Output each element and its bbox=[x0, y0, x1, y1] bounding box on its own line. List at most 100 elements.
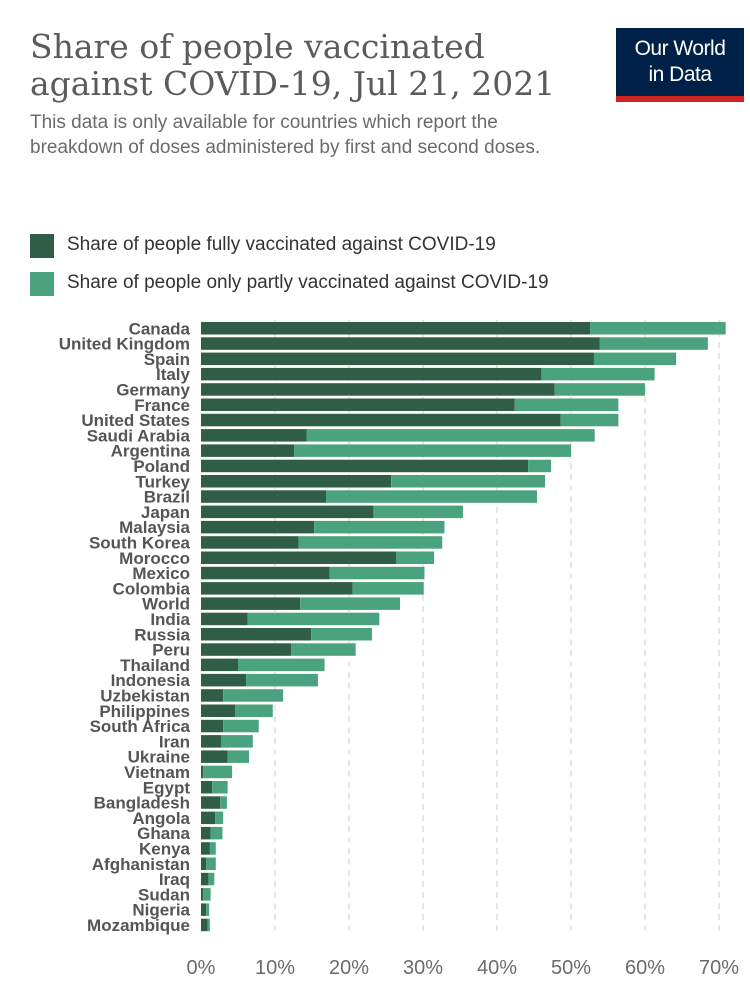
bar-partly-vaccinated[interactable] bbox=[246, 673, 318, 687]
bar-partly-vaccinated[interactable] bbox=[238, 658, 325, 672]
bar-fully-vaccinated[interactable] bbox=[201, 429, 307, 442]
bar-fully-vaccinated[interactable] bbox=[201, 689, 224, 702]
bar-partly-vaccinated[interactable] bbox=[528, 459, 552, 473]
bar-partly-vaccinated[interactable] bbox=[209, 842, 216, 855]
bar-fully-vaccinated[interactable] bbox=[201, 658, 238, 672]
bar-partly-vaccinated[interactable] bbox=[599, 337, 708, 350]
bar-fully-vaccinated[interactable] bbox=[201, 826, 211, 840]
bar-partly-vaccinated[interactable] bbox=[208, 872, 215, 886]
bar-fully-vaccinated[interactable] bbox=[201, 781, 213, 794]
bar-partly-vaccinated[interactable] bbox=[294, 444, 571, 457]
bar-fully-vaccinated[interactable] bbox=[201, 352, 594, 366]
bar-partly-vaccinated[interactable] bbox=[220, 796, 227, 809]
bar-fully-vaccinated[interactable] bbox=[201, 551, 397, 565]
bar-fully-vaccinated[interactable] bbox=[201, 796, 221, 809]
bar-fully-vaccinated[interactable] bbox=[201, 719, 224, 733]
bar-fully-vaccinated[interactable] bbox=[201, 398, 515, 412]
bar-fully-vaccinated[interactable] bbox=[201, 459, 529, 473]
category-label: Germany bbox=[116, 380, 190, 399]
our-world-in-data-logo[interactable]: Our World in Data bbox=[616, 28, 744, 102]
bar-partly-vaccinated[interactable] bbox=[203, 765, 233, 779]
category-label: United States bbox=[81, 411, 190, 430]
bar-partly-vaccinated[interactable] bbox=[207, 918, 210, 932]
bar-partly-vaccinated[interactable] bbox=[223, 689, 284, 702]
bar-fully-vaccinated[interactable] bbox=[201, 811, 216, 825]
category-label: South Korea bbox=[89, 533, 191, 552]
bar-partly-vaccinated[interactable] bbox=[311, 628, 372, 641]
category-label: Bangladesh bbox=[94, 794, 190, 813]
bar-partly-vaccinated[interactable] bbox=[541, 367, 655, 381]
bar-fully-vaccinated[interactable] bbox=[201, 612, 248, 626]
category-label: Morocco bbox=[119, 549, 190, 568]
bar-partly-vaccinated[interactable] bbox=[373, 505, 463, 519]
bar-partly-vaccinated[interactable] bbox=[210, 826, 223, 840]
bar-partly-vaccinated[interactable] bbox=[298, 536, 443, 549]
legend-swatch-fully bbox=[30, 234, 54, 258]
bar-partly-vaccinated[interactable] bbox=[212, 781, 228, 794]
bar-partly-vaccinated[interactable] bbox=[223, 719, 259, 733]
bar-fully-vaccinated[interactable] bbox=[201, 475, 392, 488]
category-label: South Africa bbox=[90, 717, 191, 736]
category-label: Russia bbox=[134, 625, 190, 644]
bar-partly-vaccinated[interactable] bbox=[206, 903, 210, 916]
bar-partly-vaccinated[interactable] bbox=[306, 429, 595, 442]
bar-partly-vaccinated[interactable] bbox=[247, 612, 380, 626]
bar-fully-vaccinated[interactable] bbox=[201, 582, 353, 595]
category-label: Japan bbox=[141, 503, 190, 522]
bar-partly-vaccinated[interactable] bbox=[227, 750, 250, 763]
category-label: Indonesia bbox=[111, 671, 191, 690]
bar-fully-vaccinated[interactable] bbox=[201, 597, 301, 610]
category-label: Brazil bbox=[144, 488, 190, 507]
bar-fully-vaccinated[interactable] bbox=[201, 383, 555, 396]
bar-fully-vaccinated[interactable] bbox=[201, 765, 204, 779]
bar-fully-vaccinated[interactable] bbox=[201, 918, 208, 932]
category-label: India bbox=[150, 610, 190, 629]
bar-partly-vaccinated[interactable] bbox=[314, 520, 445, 534]
bar-partly-vaccinated[interactable] bbox=[291, 643, 356, 656]
bar-fully-vaccinated[interactable] bbox=[201, 704, 236, 718]
bar-partly-vaccinated[interactable] bbox=[215, 811, 224, 825]
bar-fully-vaccinated[interactable] bbox=[201, 505, 374, 519]
bar-partly-vaccinated[interactable] bbox=[220, 735, 253, 748]
bar-fully-vaccinated[interactable] bbox=[201, 842, 210, 855]
bar-partly-vaccinated[interactable] bbox=[203, 888, 211, 901]
bar-partly-vaccinated[interactable] bbox=[235, 704, 273, 718]
category-label: Kenya bbox=[139, 839, 191, 858]
bar-fully-vaccinated[interactable] bbox=[201, 750, 228, 763]
bar-fully-vaccinated[interactable] bbox=[201, 872, 209, 886]
bar-fully-vaccinated[interactable] bbox=[201, 520, 315, 534]
bar-fully-vaccinated[interactable] bbox=[201, 888, 204, 901]
bar-fully-vaccinated[interactable] bbox=[201, 322, 591, 335]
chart-subtitle: This data is only available for countrie… bbox=[30, 112, 541, 158]
bar-fully-vaccinated[interactable] bbox=[201, 643, 292, 656]
bar-partly-vaccinated[interactable] bbox=[396, 551, 435, 565]
bar-partly-vaccinated[interactable] bbox=[391, 475, 546, 488]
bar-partly-vaccinated[interactable] bbox=[593, 352, 677, 366]
bar-fully-vaccinated[interactable] bbox=[201, 367, 542, 381]
category-label: Malaysia bbox=[119, 518, 190, 537]
bar-fully-vaccinated[interactable] bbox=[201, 735, 221, 748]
bar-fully-vaccinated[interactable] bbox=[201, 490, 327, 503]
bar-fully-vaccinated[interactable] bbox=[201, 413, 561, 427]
bar-partly-vaccinated[interactable] bbox=[514, 398, 619, 412]
bar-partly-vaccinated[interactable] bbox=[300, 597, 401, 610]
bar-partly-vaccinated[interactable] bbox=[206, 857, 216, 871]
bar-partly-vaccinated[interactable] bbox=[329, 566, 425, 580]
bar-partly-vaccinated[interactable] bbox=[352, 582, 424, 595]
category-label: Peru bbox=[152, 641, 190, 660]
bar-fully-vaccinated[interactable] bbox=[201, 444, 295, 457]
bar-fully-vaccinated[interactable] bbox=[201, 337, 600, 350]
legend-swatch-partly bbox=[30, 272, 54, 296]
legend-label-partly: Share of people only partly vaccinated a… bbox=[67, 272, 549, 293]
bar-fully-vaccinated[interactable] bbox=[201, 536, 299, 549]
bar-fully-vaccinated[interactable] bbox=[201, 628, 312, 641]
bar-fully-vaccinated[interactable] bbox=[201, 857, 207, 871]
bar-fully-vaccinated[interactable] bbox=[201, 673, 247, 687]
bar-partly-vaccinated[interactable] bbox=[560, 413, 619, 427]
bar-partly-vaccinated[interactable] bbox=[590, 322, 726, 335]
bar-fully-vaccinated[interactable] bbox=[201, 566, 330, 580]
bar-partly-vaccinated[interactable] bbox=[554, 383, 645, 396]
category-label: Thailand bbox=[120, 656, 190, 675]
bar-partly-vaccinated[interactable] bbox=[326, 490, 537, 503]
bar-fully-vaccinated[interactable] bbox=[201, 903, 207, 916]
